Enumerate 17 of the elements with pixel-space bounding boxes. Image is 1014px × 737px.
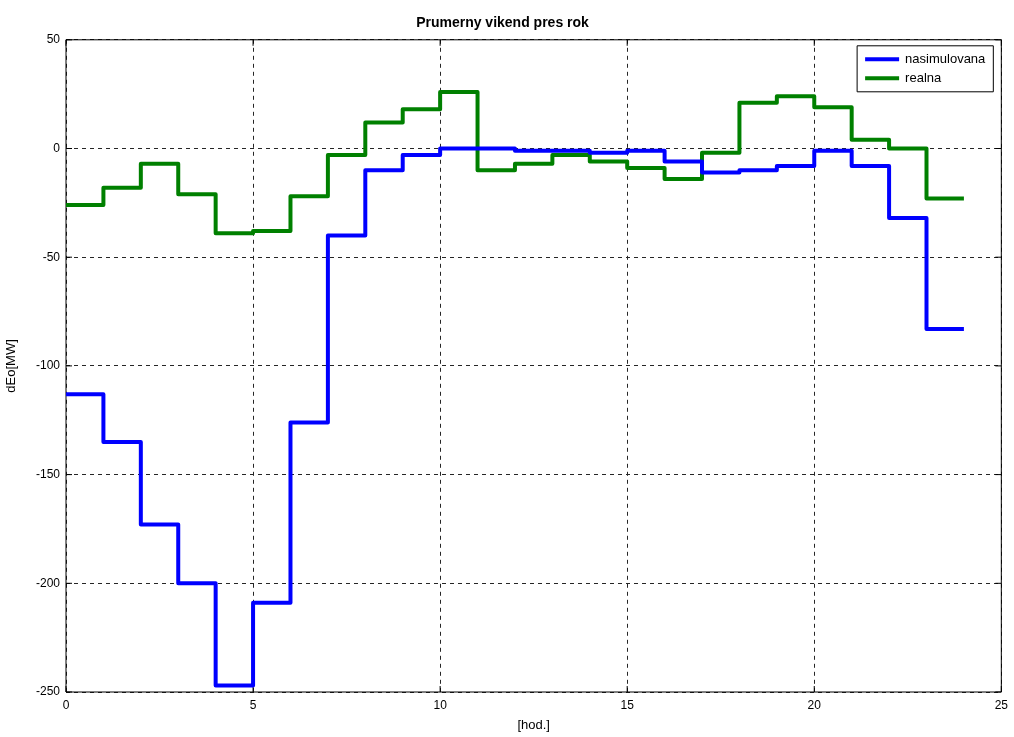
y-tick-label: -250 bbox=[35, 684, 61, 699]
y-tick-label: 0 bbox=[53, 140, 61, 155]
x-tick-label: 25 bbox=[994, 697, 1009, 712]
x-tick-label: 20 bbox=[807, 697, 822, 712]
y-tick-label: -200 bbox=[35, 575, 61, 590]
y-tick-label: -150 bbox=[35, 466, 61, 481]
x-axis-title: [hod.] bbox=[517, 716, 550, 732]
y-tick-label: -50 bbox=[42, 249, 61, 264]
legend-label: realna bbox=[905, 69, 943, 85]
chart-title: Prumerny vikend pres rok bbox=[416, 14, 590, 31]
x-tick-label: 15 bbox=[620, 697, 635, 712]
legend-label: nasimulovana bbox=[905, 50, 987, 66]
x-tick-label: 5 bbox=[249, 697, 257, 712]
y-tick-label: -100 bbox=[35, 358, 61, 373]
y-tick-label: 50 bbox=[46, 32, 61, 47]
y-axis-title: dEo[MW] bbox=[3, 339, 19, 393]
x-tick-label: 10 bbox=[433, 697, 448, 712]
